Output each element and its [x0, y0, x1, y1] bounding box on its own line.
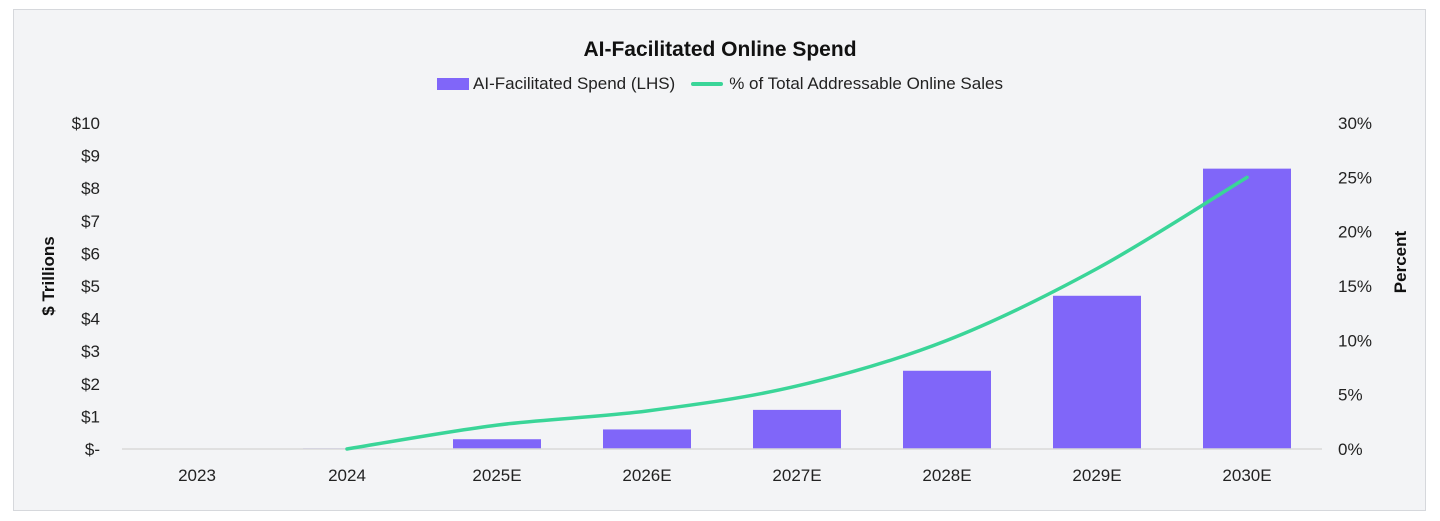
- y-tick-label: $2: [81, 375, 100, 394]
- chart-title: AI-Facilitated Online Spend: [583, 38, 857, 61]
- y-tick-label: $6: [81, 244, 100, 263]
- y-tick-label: $9: [81, 147, 100, 166]
- legend-item-percent: % of Total Addressable Online Sales: [691, 74, 1003, 94]
- bar-2029E: [1053, 295, 1141, 449]
- x-tick-label: 2023: [178, 466, 216, 485]
- legend-swatch-spend: [437, 78, 470, 90]
- bar-2030E: [1203, 168, 1291, 449]
- y-axis-title: $ Trillions: [39, 236, 58, 315]
- bar-2028E: [903, 370, 991, 449]
- y-right-tick-label: 15%: [1338, 277, 1372, 296]
- y-tick-label: $3: [81, 342, 100, 361]
- bar-2026E: [603, 429, 691, 449]
- y-right-tick-label: 10%: [1338, 331, 1372, 350]
- y-right-axis-title: Percent: [1391, 230, 1410, 293]
- y-right-tick-label: 20%: [1338, 223, 1372, 242]
- chart-panel: [13, 9, 1426, 511]
- y-tick-label: $1: [81, 407, 100, 426]
- line-percent-of-sales: [345, 175, 1249, 451]
- legend-label-percent: % of Total Addressable Online Sales: [729, 74, 1003, 93]
- y-tick-label: $5: [81, 277, 100, 296]
- bar-2025E: [453, 439, 541, 449]
- y-right-tick-label: 5%: [1338, 386, 1363, 405]
- legend-label-spend: AI-Facilitated Spend (LHS): [473, 74, 676, 93]
- chart-legend: AI-Facilitated Spend (LHS) % of Total Ad…: [0, 74, 1440, 94]
- x-tick-label: 2027E: [772, 466, 821, 485]
- x-tick-label: 2029E: [1072, 466, 1121, 485]
- y-tick-label: $7: [81, 212, 100, 231]
- y-tick-label: $8: [81, 179, 100, 198]
- x-tick-label: 2030E: [1222, 466, 1271, 485]
- x-tick-label: 2028E: [922, 466, 971, 485]
- legend-item-spend: AI-Facilitated Spend (LHS): [437, 74, 675, 94]
- y-right-tick-label: 30%: [1338, 114, 1372, 133]
- y-right-tick-label: 0%: [1338, 440, 1363, 459]
- y-tick-label: $4: [81, 310, 100, 329]
- y-tick-label: $10: [72, 114, 100, 133]
- y-tick-label: $-: [85, 440, 100, 459]
- y-right-tick-label: 25%: [1338, 168, 1372, 187]
- x-tick-label: 2025E: [472, 466, 521, 485]
- bar-2027E: [753, 409, 841, 449]
- x-tick-label: 2026E: [622, 466, 671, 485]
- x-tick-label: 2024: [328, 466, 366, 485]
- legend-swatch-percent: [691, 82, 724, 86]
